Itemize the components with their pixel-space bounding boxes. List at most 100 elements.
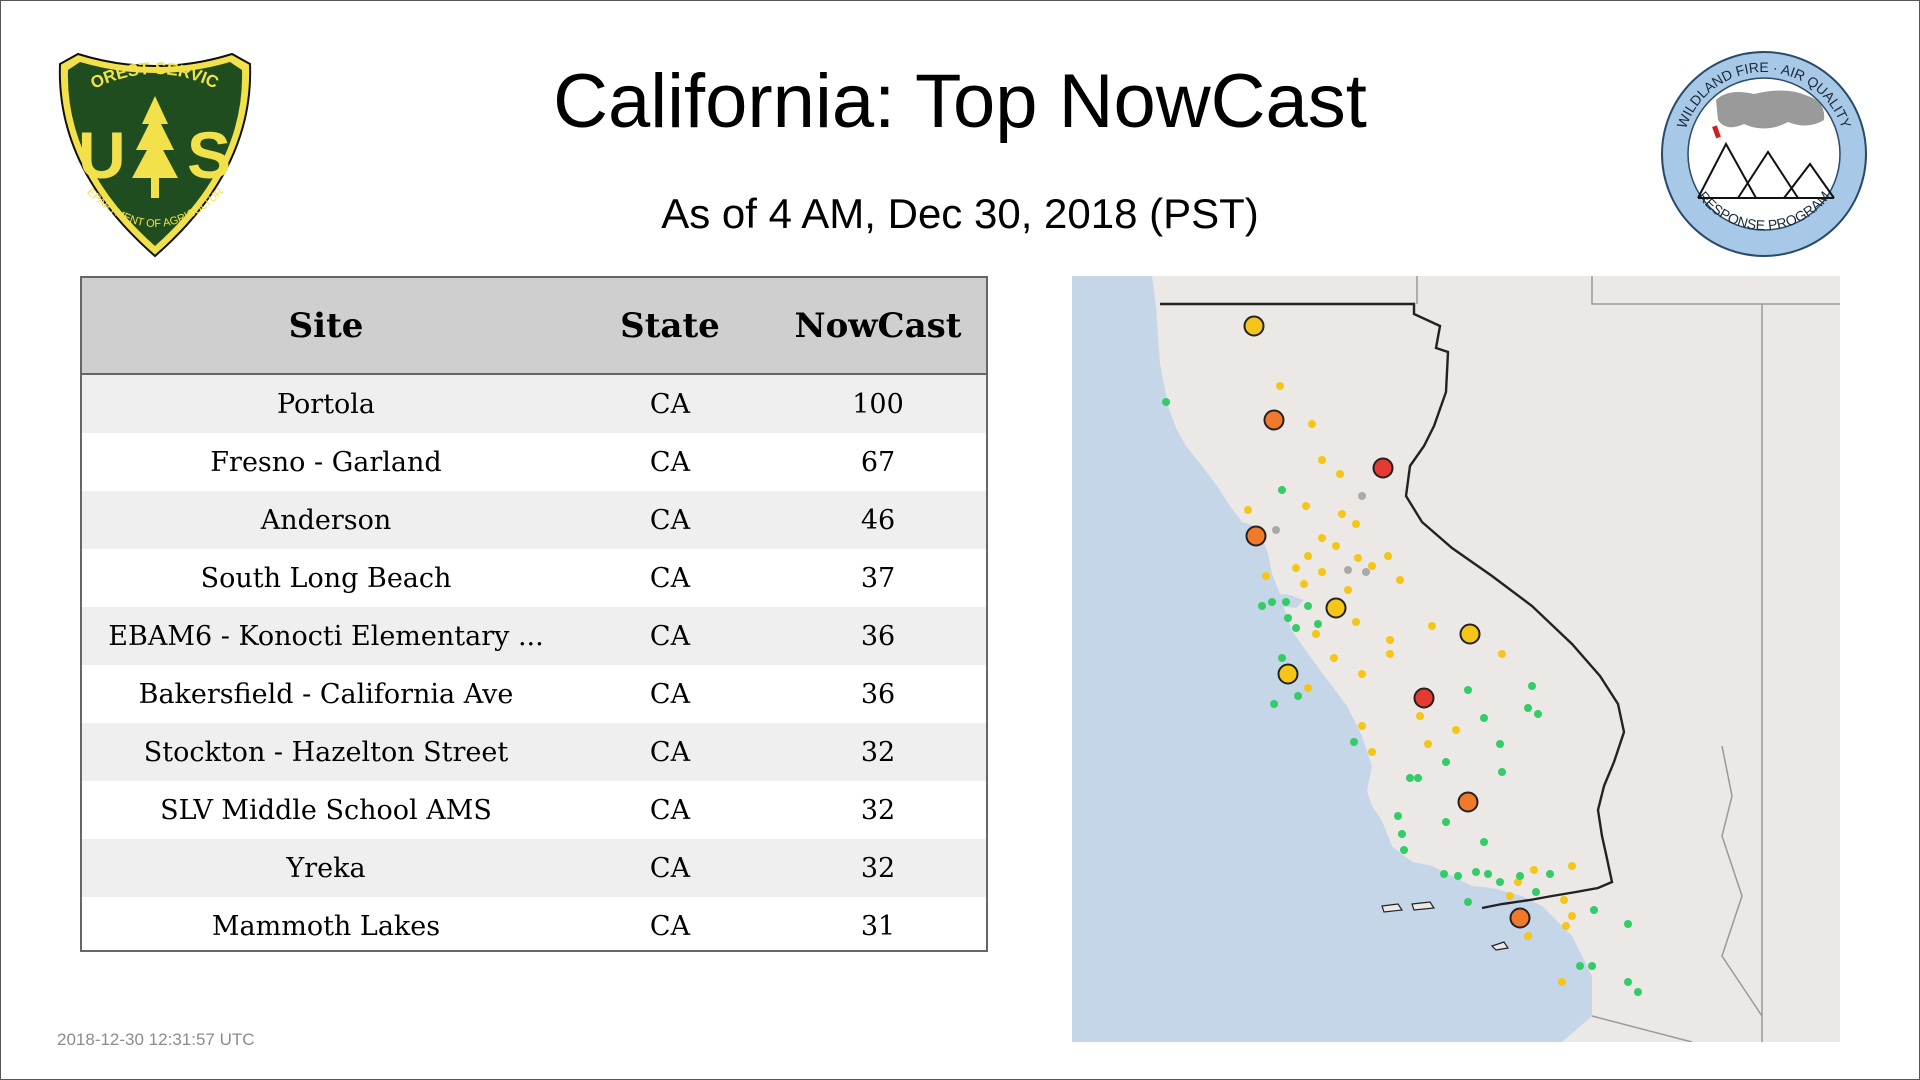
wfaq-logo: WILDLAND FIRE · AIR QUALITY RESPONSE PRO… (1661, 51, 1867, 257)
monitor-dot (1496, 740, 1504, 748)
monitor-dot (1262, 572, 1270, 580)
nowcast-cell: 31 (770, 897, 986, 950)
monitor-dot (1452, 726, 1460, 734)
monitor-dot (1278, 486, 1286, 494)
monitor-dot (1400, 846, 1408, 854)
monitor-dot (1442, 818, 1450, 826)
nowcast-cell: 32 (770, 781, 986, 839)
state-cell: CA (570, 897, 770, 950)
pine-tree-icon (132, 96, 178, 198)
monitor-dot (1292, 624, 1300, 632)
state-cell: CA (570, 374, 770, 433)
monitor-dot (1532, 888, 1540, 896)
monitor-dot (1454, 872, 1462, 880)
nowcast-cell: 100 (770, 374, 986, 433)
monitor-dot (1394, 812, 1402, 820)
nowcast-cell: 36 (770, 665, 986, 723)
top-site-marker (1243, 315, 1265, 337)
state-cell: CA (570, 723, 770, 781)
monitor-dot (1282, 598, 1290, 606)
site-cell: Portola (82, 374, 570, 433)
monitor-dot (1352, 618, 1360, 626)
monitor-dot (1524, 704, 1532, 712)
table-row: Yreka CA 32 (82, 839, 986, 897)
monitor-dot (1302, 502, 1310, 510)
monitor-dot (1386, 650, 1394, 658)
table-row: Fresno - Garland CA 67 (82, 433, 986, 491)
top-site-marker (1413, 687, 1435, 709)
monitor-dot (1464, 898, 1472, 906)
monitor-dot (1396, 576, 1404, 584)
smoke-plume-icon (1716, 90, 1825, 129)
monitor-dot (1304, 602, 1312, 610)
site-cell: SLV Middle School AMS (82, 781, 570, 839)
monitor-dot (1330, 654, 1338, 662)
monitor-dot (1344, 566, 1352, 574)
usfs-logo: FOREST SERVICE U S DEPARTMENT OF AGRICUL… (50, 50, 252, 258)
top-site-marker (1325, 597, 1347, 619)
monitor-dot (1562, 922, 1570, 930)
monitor-dot (1368, 562, 1376, 570)
monitor-dot (1576, 962, 1584, 970)
mountains-icon (1697, 141, 1835, 199)
channel-islands (1381, 901, 1510, 951)
monitor-dot (1284, 614, 1292, 622)
site-cell: South Long Beach (82, 549, 570, 607)
monitor-dot (1318, 534, 1326, 542)
header-site: Site (82, 278, 570, 375)
monitor-dot (1624, 978, 1632, 986)
monitor-dot (1354, 554, 1362, 562)
state-cell: CA (570, 839, 770, 897)
monitor-dot (1358, 670, 1366, 678)
monitor-dot (1406, 774, 1414, 782)
monitor-dot (1484, 870, 1492, 878)
top-site-marker (1263, 409, 1285, 431)
monitor-dot (1294, 692, 1302, 700)
monitor-dot (1362, 568, 1370, 576)
land (1152, 276, 1840, 1042)
monitor-dot (1304, 684, 1312, 692)
monitor-dot (1244, 506, 1252, 514)
table-header-row: Site State NowCast (82, 278, 986, 375)
california-border (1160, 302, 1626, 910)
page-subtitle: As of 4 AM, Dec 30, 2018 (PST) (661, 190, 1259, 237)
site-cell: Yreka (82, 839, 570, 897)
top-site-marker (1372, 457, 1394, 479)
monitor-dot (1292, 564, 1300, 572)
nowcast-cell: 46 (770, 491, 986, 549)
monitor-dot (1424, 740, 1432, 748)
monitor-dot (1498, 768, 1506, 776)
table-row: Mammoth Lakes CA 31 (82, 897, 986, 950)
page-title: California: Top NowCast (553, 59, 1367, 144)
monitor-dot (1528, 682, 1536, 690)
monitor-dot (1440, 870, 1448, 878)
monitor-dot (1336, 470, 1344, 478)
state-cell: CA (570, 781, 770, 839)
monitor-dot (1442, 758, 1450, 766)
state-cell: CA (570, 665, 770, 723)
monitor-dot (1624, 920, 1632, 928)
monitor-markers (1162, 315, 1642, 996)
monitor-dot (1368, 748, 1376, 756)
state-cell: CA (570, 491, 770, 549)
table-row: Portola CA 100 (82, 374, 986, 433)
monitor-dot (1524, 932, 1532, 940)
nowcast-table: Site State NowCast Portola CA 100 Fresno -… (80, 276, 988, 952)
monitor-dot (1278, 654, 1286, 662)
site-cell: Fresno - Garland (82, 433, 570, 491)
monitor-dot (1568, 862, 1576, 870)
monitor-dot (1428, 622, 1436, 630)
monitor-dot (1300, 580, 1308, 588)
monitor-dot (1268, 598, 1276, 606)
monitor-dot (1358, 492, 1366, 500)
nowcast-cell: 37 (770, 549, 986, 607)
monitor-dot (1588, 962, 1596, 970)
header-state: State (570, 278, 770, 375)
monitor-dot (1272, 526, 1280, 534)
monitor-dot (1558, 978, 1566, 986)
monitor-dot (1386, 636, 1394, 644)
monitor-dot (1358, 722, 1366, 730)
monitor-dot (1384, 552, 1392, 560)
monitor-dot (1344, 586, 1352, 594)
monitor-dot (1568, 912, 1576, 920)
